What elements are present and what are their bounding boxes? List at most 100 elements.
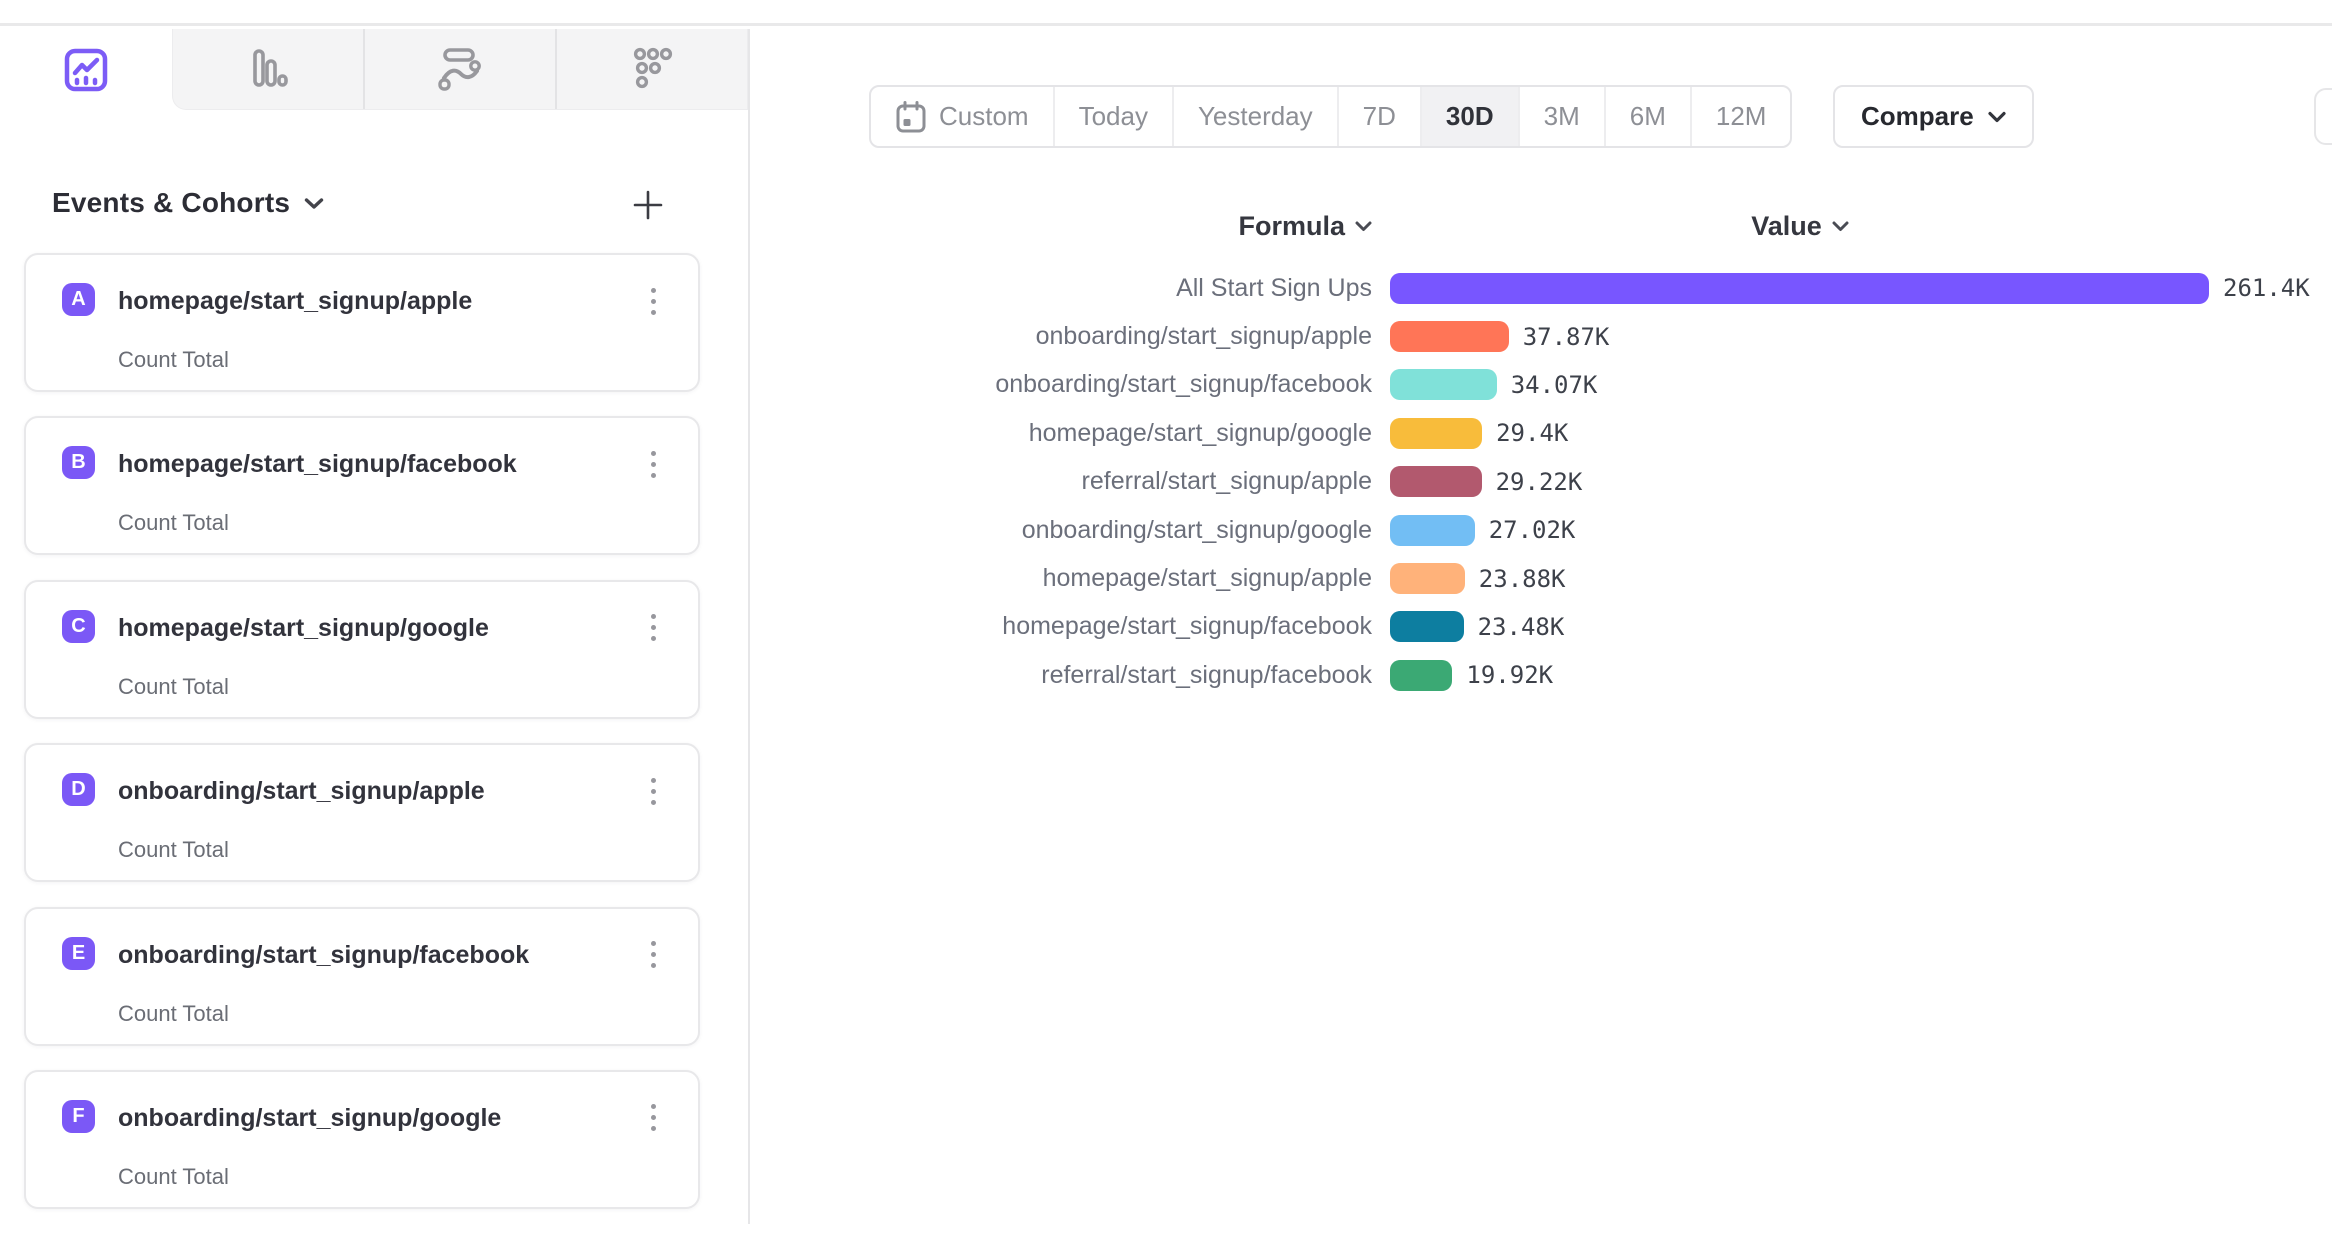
date-range-label: 30D xyxy=(1446,101,1494,132)
bar[interactable] xyxy=(1390,611,1464,642)
chevron-down-icon xyxy=(1988,111,2006,123)
bar-value: 19.92K xyxy=(1466,661,1553,689)
chart-row: referral/start_signup/facebook 19.92K xyxy=(750,651,2332,699)
value-column-header[interactable]: Value xyxy=(1390,206,2210,246)
formula-column-header[interactable]: Formula xyxy=(750,206,1372,246)
retention-dots-icon xyxy=(628,45,676,93)
event-card-title: onboarding/start_signup/facebook xyxy=(118,941,529,970)
bar[interactable] xyxy=(1390,369,1497,400)
event-series-badge: D xyxy=(62,773,95,806)
date-range-label: Custom xyxy=(939,101,1029,132)
plus-icon xyxy=(632,189,664,221)
event-card-measure[interactable]: Count Total xyxy=(118,510,229,536)
event-card-measure[interactable]: Count Total xyxy=(118,837,229,863)
kebab-menu-icon[interactable] xyxy=(636,937,670,973)
compare-label: Compare xyxy=(1861,101,1974,132)
bar-chart-icon xyxy=(245,46,291,92)
clipped-edge-button[interactable] xyxy=(2314,88,2332,145)
event-card[interactable]: F onboarding/start_signup/google Count T… xyxy=(24,1070,700,1209)
query-sidebar: Events & Cohorts A homepage/start_signup… xyxy=(0,29,750,1224)
bar[interactable] xyxy=(1390,660,1452,691)
event-card-measure[interactable]: Count Total xyxy=(118,674,229,700)
bar[interactable] xyxy=(1390,466,1482,497)
horizontal-bar-chart: All Start Sign Ups 261.4K onboarding/sta… xyxy=(750,264,2332,700)
event-card[interactable]: D onboarding/start_signup/apple Count To… xyxy=(24,743,700,882)
event-card-title: homepage/start_signup/google xyxy=(118,614,489,643)
bar[interactable] xyxy=(1390,563,1465,594)
kebab-menu-icon[interactable] xyxy=(636,446,670,482)
kebab-menu-icon[interactable] xyxy=(636,283,670,319)
top-border-strip xyxy=(0,0,2332,26)
date-range-option-custom[interactable]: Custom xyxy=(871,87,1053,146)
date-range-option-3m[interactable]: 3M xyxy=(1518,87,1604,146)
tab-insights[interactable] xyxy=(0,29,172,110)
event-series-badge: E xyxy=(62,937,95,970)
event-card-measure[interactable]: Count Total xyxy=(118,1001,229,1027)
events-cohorts-title: Events & Cohorts xyxy=(52,187,290,219)
chevron-down-icon xyxy=(304,197,324,210)
date-range-label: 3M xyxy=(1544,101,1580,132)
value-header-label: Value xyxy=(1751,211,1822,242)
date-range-label: Today xyxy=(1079,101,1148,132)
bar-label: onboarding/start_signup/apple xyxy=(750,322,1372,351)
line-chart-icon xyxy=(63,47,109,93)
add-event-button[interactable] xyxy=(630,187,666,223)
event-cards: A homepage/start_signup/apple Count Tota… xyxy=(24,253,700,1233)
bar[interactable] xyxy=(1390,321,1509,352)
date-range-option-7d[interactable]: 7D xyxy=(1337,87,1420,146)
date-range-option-today[interactable]: Today xyxy=(1053,87,1172,146)
date-range-option-12m[interactable]: 12M xyxy=(1690,87,1791,146)
date-range-option-yesterday[interactable]: Yesterday xyxy=(1172,87,1337,146)
tab-bar-report[interactable] xyxy=(173,29,363,109)
event-card-measure[interactable]: Count Total xyxy=(118,1164,229,1190)
date-range-label: Yesterday xyxy=(1198,101,1313,132)
bar-label: homepage/start_signup/facebook xyxy=(750,612,1372,641)
date-range-option-30d[interactable]: 30D xyxy=(1420,87,1518,146)
date-range-label: 6M xyxy=(1630,101,1666,132)
event-card-measure[interactable]: Count Total xyxy=(118,347,229,373)
event-card-title: onboarding/start_signup/google xyxy=(118,1104,501,1133)
bar-label: homepage/start_signup/google xyxy=(750,419,1372,448)
bar[interactable] xyxy=(1390,273,2209,304)
date-range-label: 12M xyxy=(1716,101,1767,132)
bar-value: 37.87K xyxy=(1523,323,1610,351)
bar-label: onboarding/start_signup/facebook xyxy=(750,370,1372,399)
tab-flows[interactable] xyxy=(363,29,555,109)
chart-row: All Start Sign Ups 261.4K xyxy=(750,264,2332,312)
chevron-down-icon xyxy=(1355,221,1372,232)
event-series-badge: C xyxy=(62,610,95,643)
compare-button[interactable]: Compare xyxy=(1833,85,2034,148)
bar-value: 29.4K xyxy=(1496,419,1568,447)
bar[interactable] xyxy=(1390,515,1475,546)
formula-header-label: Formula xyxy=(1238,211,1345,242)
date-range-picker: Custom Today Yesterday 7D 30D 3M 6M 12M xyxy=(869,85,1792,148)
bar-value: 27.02K xyxy=(1489,516,1576,544)
events-cohorts-header[interactable]: Events & Cohorts xyxy=(52,187,324,219)
chart-type-tabstrip xyxy=(0,29,748,110)
event-card[interactable]: B homepage/start_signup/facebook Count T… xyxy=(24,416,700,555)
event-card-title: onboarding/start_signup/apple xyxy=(118,777,485,806)
chart-row: referral/start_signup/apple 29.22K xyxy=(750,458,2332,506)
event-card[interactable]: C homepage/start_signup/google Count Tot… xyxy=(24,580,700,719)
chart-row: homepage/start_signup/google 29.4K xyxy=(750,409,2332,457)
bar-label: onboarding/start_signup/google xyxy=(750,516,1372,545)
kebab-menu-icon[interactable] xyxy=(636,610,670,646)
bar[interactable] xyxy=(1390,418,1482,449)
event-card[interactable]: A homepage/start_signup/apple Count Tota… xyxy=(24,253,700,392)
date-range-option-6m[interactable]: 6M xyxy=(1604,87,1690,146)
bar-label: All Start Sign Ups xyxy=(750,274,1372,303)
event-card[interactable]: E onboarding/start_signup/facebook Count… xyxy=(24,907,700,1046)
kebab-menu-icon[interactable] xyxy=(636,1100,670,1136)
bar-value: 23.48K xyxy=(1478,613,1565,641)
event-card-title: homepage/start_signup/apple xyxy=(118,287,472,316)
chart-row: onboarding/start_signup/apple 37.87K xyxy=(750,312,2332,360)
calendar-icon xyxy=(895,100,927,134)
bar-value: 34.07K xyxy=(1511,371,1598,399)
flows-icon xyxy=(436,45,484,93)
event-card-title: homepage/start_signup/facebook xyxy=(118,450,517,479)
bar-value: 23.88K xyxy=(1479,565,1566,593)
kebab-menu-icon[interactable] xyxy=(636,773,670,809)
bar-label: homepage/start_signup/apple xyxy=(750,564,1372,593)
tab-retention[interactable] xyxy=(555,29,747,109)
event-series-badge: F xyxy=(62,1100,95,1133)
